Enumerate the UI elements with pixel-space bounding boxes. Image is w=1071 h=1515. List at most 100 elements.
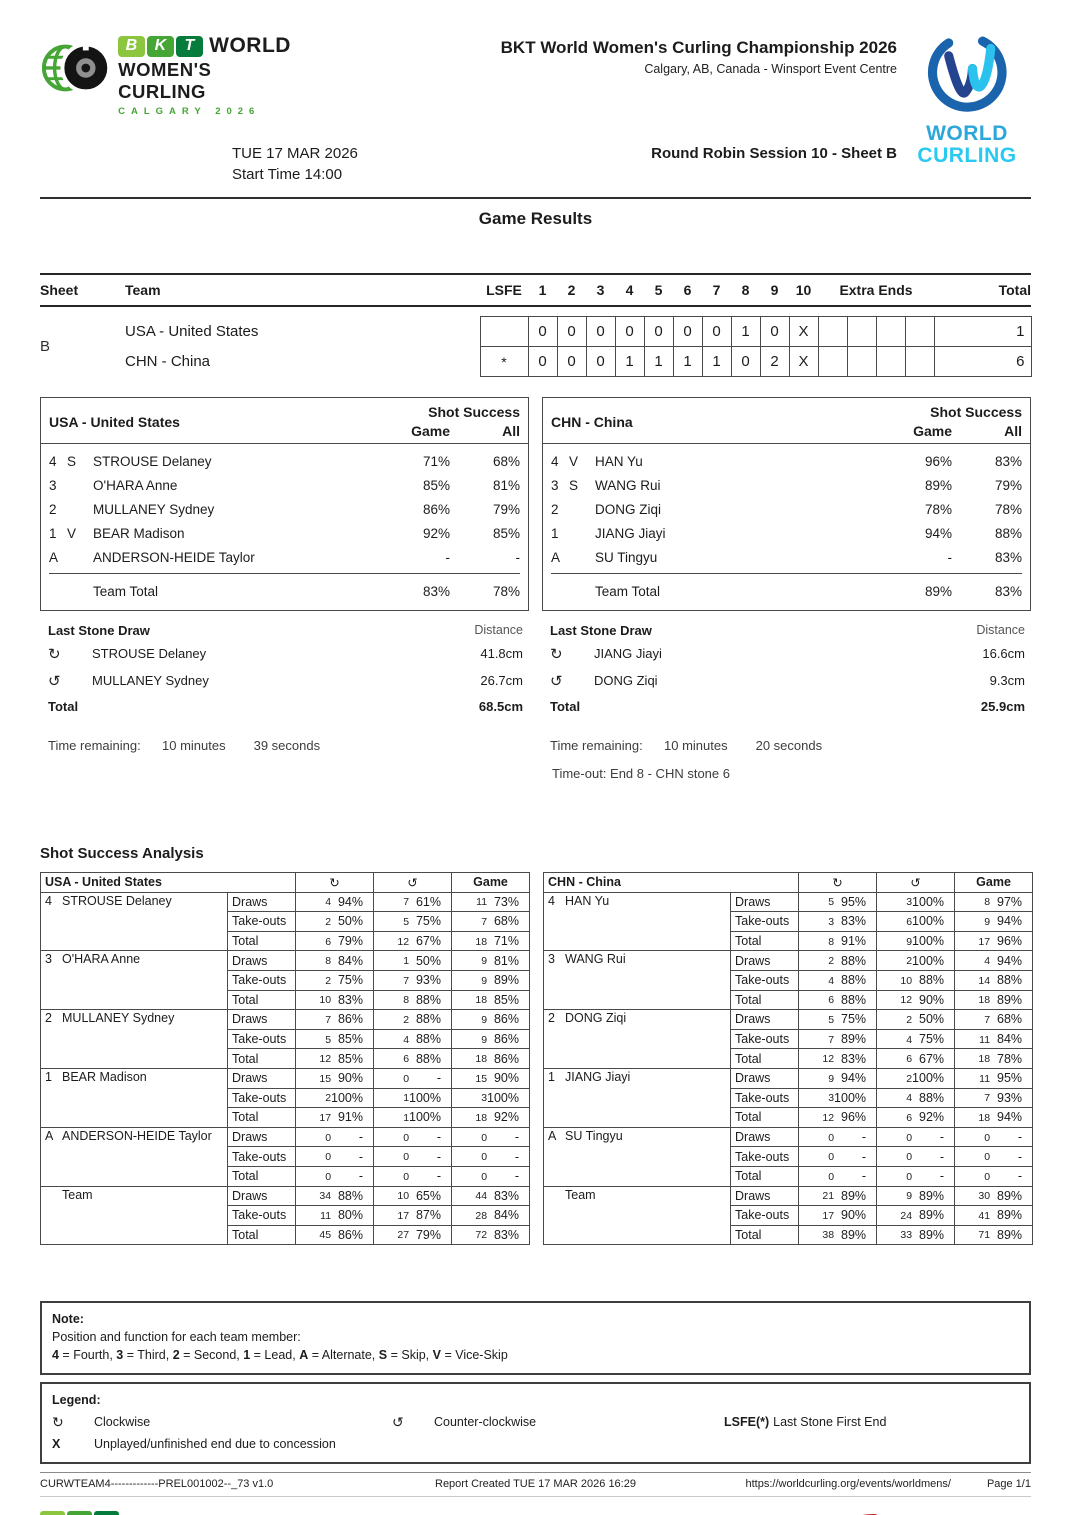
shot-type-label: Total bbox=[730, 1224, 800, 1246]
shot-percentage: 100% bbox=[331, 1090, 364, 1105]
shot-count: 45 bbox=[319, 1229, 332, 1242]
analysis-player-position: 3 bbox=[548, 952, 555, 967]
analysis-table: CHN - China ↻ ↺ Game 4 HAN Yu Draws 5 95% 3 100% 8 9… bbox=[543, 872, 1034, 1246]
player-position: A bbox=[551, 549, 561, 565]
analysis-player-position: A bbox=[45, 1128, 54, 1143]
score-end-cell: 0 bbox=[643, 316, 674, 347]
shot-count: 9 bbox=[906, 935, 913, 948]
time-remaining-minutes: 10 minutes bbox=[162, 738, 226, 753]
score-col-sheet: Sheet bbox=[40, 273, 125, 307]
shot-count: 9 bbox=[481, 1033, 488, 1046]
shot-count: 11 bbox=[476, 896, 488, 909]
player-game-pct: 94% bbox=[924, 525, 952, 541]
shot-count: 10 bbox=[900, 974, 913, 987]
footer-report-created: Report Created TUE 17 MAR 2026 16:29 bbox=[435, 1478, 636, 1491]
shot-count: 4 bbox=[403, 1033, 410, 1046]
shot-percentage: 94% bbox=[841, 1071, 867, 1086]
analysis-value-cell: 0- bbox=[295, 1165, 375, 1187]
analysis-value-cell: 18 85% bbox=[451, 989, 531, 1011]
shot-type-label: Draws bbox=[226, 1067, 297, 1089]
shot-percentage: - bbox=[939, 1149, 945, 1164]
analysis-value-cell: 3 100% bbox=[876, 891, 956, 913]
shot-count: 33 bbox=[900, 1229, 913, 1242]
shot-count: 0 bbox=[325, 1151, 332, 1164]
analysis-value-cell: 9 86% bbox=[451, 1028, 531, 1050]
analysis-value-cell: 1 50% bbox=[373, 950, 453, 971]
shot-percentage: - bbox=[861, 1130, 867, 1145]
analysis-value-cell: 18 78% bbox=[954, 1048, 1034, 1069]
lsd-player-name: JIANG Jiayi bbox=[594, 646, 662, 661]
shot-percentage: 65% bbox=[415, 1188, 442, 1203]
team-total-row: Team Total 89% 83% bbox=[551, 573, 1022, 610]
analysis-row: Take-outs 2 75% 7 93% 9 89% bbox=[41, 969, 531, 991]
shot-percentage: 86% bbox=[493, 1012, 520, 1027]
shot-count: 0 bbox=[403, 1131, 410, 1144]
shot-percentage: 75% bbox=[841, 1012, 867, 1027]
note-position-key: 1 bbox=[243, 1348, 251, 1363]
shot-percentage: 88% bbox=[919, 1090, 945, 1105]
shot-count: 8 bbox=[828, 935, 835, 948]
analysis-row: 2 DONG Ziqi Draws 5 75% 2 50% 7 68% bbox=[543, 1009, 1034, 1069]
shot-percentage: - bbox=[1017, 1149, 1023, 1164]
score-col-end: 5 bbox=[644, 273, 673, 307]
analysis-row: Total 0-0-0- bbox=[544, 1165, 1034, 1187]
shot-percentage: - bbox=[1017, 1169, 1023, 1184]
analysis-value-cell: 6 92% bbox=[876, 1107, 956, 1128]
analysis-player-position: 1 bbox=[45, 1069, 52, 1084]
shot-type-label: Draws bbox=[226, 950, 297, 971]
player-game-pct: - bbox=[947, 549, 953, 565]
shot-percentage: 94% bbox=[997, 1110, 1023, 1125]
shot-count: 17 bbox=[397, 1209, 410, 1222]
shot-count: 17 bbox=[978, 935, 991, 948]
shot-type-label: Take-outs bbox=[226, 1087, 297, 1109]
team-panel-usa: USA - United States Shot Success Game All 4 S… bbox=[40, 397, 529, 781]
analysis-value-cell: 5 85% bbox=[295, 1028, 375, 1050]
shot-count: 0 bbox=[828, 1151, 835, 1164]
analysis-value-cell: 12 67% bbox=[373, 930, 453, 952]
shot-percentage: - bbox=[436, 1169, 442, 1184]
score-total-cell: 1 bbox=[933, 316, 1032, 347]
analysis-value-cell: 2 100% bbox=[876, 1067, 956, 1089]
shot-count: 6 bbox=[325, 935, 332, 948]
shot-count: 10 bbox=[397, 1190, 410, 1203]
panel-header: USA - United States Shot Success Game All bbox=[41, 398, 528, 444]
analysis-row: 4 STROUSE Delaney Draws 4 94% 7 61% 11 73% bbox=[40, 891, 531, 952]
score-extra-end-cell bbox=[875, 346, 906, 377]
shot-count: 34 bbox=[319, 1190, 332, 1203]
legend-x-label: Unplayed/unfinished end due to concessio… bbox=[94, 1437, 336, 1452]
score-end-cell: 0 bbox=[527, 346, 558, 377]
shot-percentage: 78% bbox=[997, 1051, 1023, 1066]
analysis-value-cell: 10 88% bbox=[876, 969, 956, 991]
lsd-row: ↺ DONG Ziqi 9.3cm bbox=[542, 669, 1031, 692]
analysis-value-cell: 10 83% bbox=[295, 989, 375, 1011]
counter-clockwise-icon: ↺ bbox=[392, 1414, 404, 1431]
shot-success-header: Shot Success Game All bbox=[378, 404, 520, 439]
team-total: Team Total 83% 78% bbox=[49, 578, 520, 604]
analysis-value-cell: 4 94% bbox=[295, 891, 375, 913]
analysis-value-cell: 71 89% bbox=[954, 1224, 1034, 1246]
note-title: Note: bbox=[52, 1312, 84, 1327]
shot-count: 9 bbox=[481, 1013, 488, 1026]
player-all-pct: 79% bbox=[492, 501, 520, 517]
lsd-total-row: Total 68.5cm bbox=[40, 699, 529, 714]
analysis-player-name: JIANG Jiayi bbox=[565, 1069, 631, 1084]
shot-percentage: 68% bbox=[997, 1012, 1023, 1027]
analysis-value-cell: 2 100% bbox=[876, 950, 956, 971]
player-row: 4 S STROUSE Delaney 71% 68% bbox=[49, 449, 520, 473]
shot-type-label: Total bbox=[226, 1224, 297, 1246]
player-row: 1 JIANG Jiayi 94% 88% bbox=[551, 521, 1022, 545]
score-row: B USA - United States 0 0 0 0 0 0 0 1 0 X 1 bbox=[40, 316, 1032, 354]
shot-count: 9 bbox=[481, 974, 488, 987]
lsd-header: Last Stone Draw Distance bbox=[40, 623, 529, 638]
analysis-player-position: 2 bbox=[45, 1011, 52, 1026]
analysis-value-cell: 0- bbox=[954, 1126, 1034, 1148]
analysis-row: Total 6 79% 12 67% 18 71% bbox=[41, 930, 531, 952]
shot-percentage: 90% bbox=[337, 1071, 364, 1086]
shot-type-label: Take-outs bbox=[226, 969, 297, 991]
analysis-row: 1 JIANG Jiayi Draws 9 94% 2 100% 11 95% bbox=[543, 1067, 1034, 1128]
team-total-game-pct: 83% bbox=[422, 583, 450, 599]
score-end-cell: 0 bbox=[730, 346, 761, 377]
clockwise-icon: ↻ bbox=[48, 645, 61, 663]
shot-count: 2 bbox=[403, 1013, 410, 1026]
shot-count: 8 bbox=[403, 994, 410, 1007]
